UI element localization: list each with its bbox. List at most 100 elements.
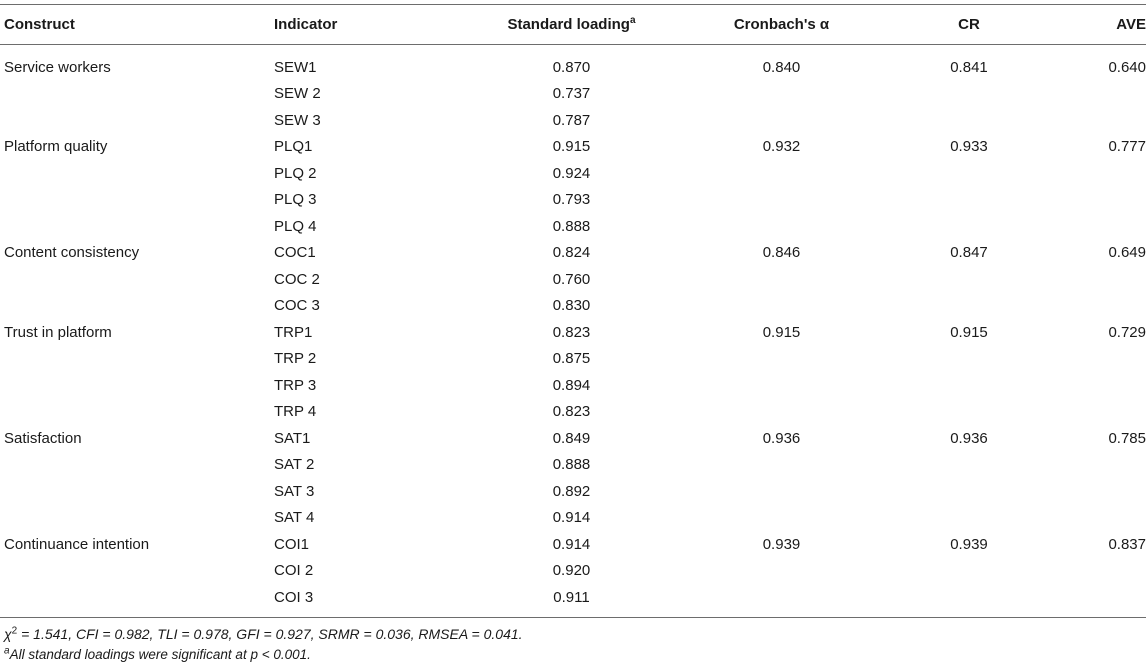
table-top-rule: [0, 4, 1146, 5]
cell-cronbach-alpha: 0.915: [762, 323, 801, 341]
cell-cr: 0.936: [950, 429, 988, 447]
cell-cr: 0.915: [950, 323, 988, 341]
cell-construct: [0, 293, 274, 320]
cell-standard-loading: 0.924: [552, 164, 591, 182]
table-row: SAT 3 0.892: [0, 478, 1146, 505]
cell-standard-loading: 0.888: [552, 456, 591, 474]
cell-cronbach-alpha: 0.932: [762, 138, 801, 156]
cell-cronbach-alpha: [669, 478, 894, 505]
header-spacer-row: [0, 44, 1146, 54]
cell-cronbach-alpha: [669, 187, 894, 214]
table-row: Continuance intention COI1 0.914 0.939 0.939…: [0, 531, 1146, 558]
cell-construct: [0, 213, 274, 240]
cell-standard-loading: 0.824: [552, 244, 591, 262]
cell-standard-loading: 0.915: [552, 138, 591, 156]
chi-superscript: 2: [11, 625, 18, 637]
cell-standard-loading: 0.830: [552, 297, 591, 315]
cell-ave: [1044, 346, 1146, 373]
cell-ave: [1044, 266, 1146, 293]
cell-cronbach-alpha: [669, 293, 894, 320]
cell-indicator: TRP1: [274, 323, 313, 341]
fit-indices-text: = 1.541, CFI = 0.982, TLI = 0.978, GFI =…: [17, 626, 523, 642]
table-row: Content consistency COC1 0.824 0.846 0.847 0.…: [0, 240, 1146, 267]
cell-ave: [1044, 558, 1146, 585]
cell-indicator: PLQ1: [274, 138, 313, 156]
cell-ave: [1044, 213, 1146, 240]
cell-construct: [0, 399, 274, 426]
cell-construct: [0, 452, 274, 479]
cell-indicator: SAT 4: [274, 509, 315, 527]
cell-ave: [1044, 293, 1146, 320]
cell-indicator: SEW 3: [274, 111, 321, 129]
cell-ave: 0.777: [1108, 138, 1146, 156]
table-row: SEW 2 0.737: [0, 81, 1146, 108]
cell-cronbach-alpha: [669, 505, 894, 532]
table-row: COI 2 0.920: [0, 558, 1146, 585]
cell-cronbach-alpha: 0.840: [762, 58, 801, 76]
table-row: SEW 3 0.787: [0, 107, 1146, 134]
cell-cr: [894, 81, 1044, 108]
cell-cronbach-alpha: 0.936: [762, 429, 801, 447]
cell-ave: 0.785: [1108, 429, 1146, 447]
cell-cr: [894, 505, 1044, 532]
table-body: Service workers SEW1 0.870 0.840 0.841 0.640 S…: [0, 44, 1146, 611]
cell-construct: Service workers: [4, 58, 111, 76]
cell-cronbach-alpha: 0.846: [762, 244, 801, 262]
cell-ave: [1044, 187, 1146, 214]
cell-standard-loading: 0.911: [553, 588, 590, 606]
cell-cronbach-alpha: [669, 372, 894, 399]
cell-cr: [894, 346, 1044, 373]
cell-cr: 0.939: [950, 535, 988, 553]
cell-indicator: SAT 3: [274, 482, 315, 500]
cell-ave: [1044, 107, 1146, 134]
table-row: Satisfaction SAT1 0.849 0.936 0.936 0.785: [0, 425, 1146, 452]
table-header-row: Construct Indicator Standard loadinga Cr…: [0, 4, 1146, 44]
cell-indicator: COI 3: [274, 588, 314, 606]
cell-construct: Content consistency: [4, 244, 140, 262]
cell-construct: [0, 558, 274, 585]
cell-construct: Platform quality: [4, 138, 108, 156]
table-row: COI 3 0.911: [0, 584, 1146, 611]
cell-indicator: SAT 2: [274, 456, 315, 474]
cell-cr: [894, 160, 1044, 187]
cell-standard-loading: 0.793: [552, 191, 591, 209]
significance-footnote: aAll standard loadings were significant …: [4, 645, 311, 662]
significance-footnote-marker: a: [4, 645, 10, 657]
model-fit-footnote: χ2 = 1.541, CFI = 0.982, TLI = 0.978, GF…: [4, 626, 523, 642]
header-loading-footnote-marker: a: [629, 14, 636, 26]
table-row: SAT 2 0.888: [0, 452, 1146, 479]
cell-ave: [1044, 81, 1146, 108]
significance-text: All standard loadings were significant a…: [9, 647, 311, 662]
table-row: COC 3 0.830: [0, 293, 1146, 320]
cell-cr: 0.933: [950, 138, 988, 156]
cell-cronbach-alpha: [669, 399, 894, 426]
cell-standard-loading: 0.870: [552, 58, 591, 76]
cell-cr: [894, 266, 1044, 293]
cell-construct: [0, 505, 274, 532]
cell-construct: Trust in platform: [4, 323, 112, 341]
cell-cronbach-alpha: [669, 266, 894, 293]
cell-indicator: TRP 2: [274, 350, 317, 368]
table-row: COC 2 0.760: [0, 266, 1146, 293]
table-row: SAT 4 0.914: [0, 505, 1146, 532]
cell-standard-loading: 0.737: [552, 85, 591, 103]
cell-standard-loading: 0.914: [552, 535, 591, 553]
cell-ave: 0.640: [1108, 58, 1146, 76]
cell-ave: [1044, 452, 1146, 479]
cell-construct: [0, 478, 274, 505]
cell-cr: [894, 187, 1044, 214]
cell-construct: [0, 372, 274, 399]
cell-construct: [0, 266, 274, 293]
cell-construct: Continuance intention: [4, 535, 150, 553]
cell-cr: [894, 372, 1044, 399]
cell-standard-loading: 0.760: [552, 270, 591, 288]
cell-ave: [1044, 584, 1146, 611]
cell-ave: [1044, 399, 1146, 426]
cell-cr: [894, 293, 1044, 320]
header-cr: CR: [958, 15, 980, 33]
cell-indicator: SAT1: [274, 429, 311, 447]
cell-standard-loading: 0.823: [552, 403, 591, 421]
cell-standard-loading: 0.894: [552, 376, 591, 394]
cell-standard-loading: 0.888: [552, 217, 591, 235]
cell-indicator: PLQ 2: [274, 164, 317, 182]
